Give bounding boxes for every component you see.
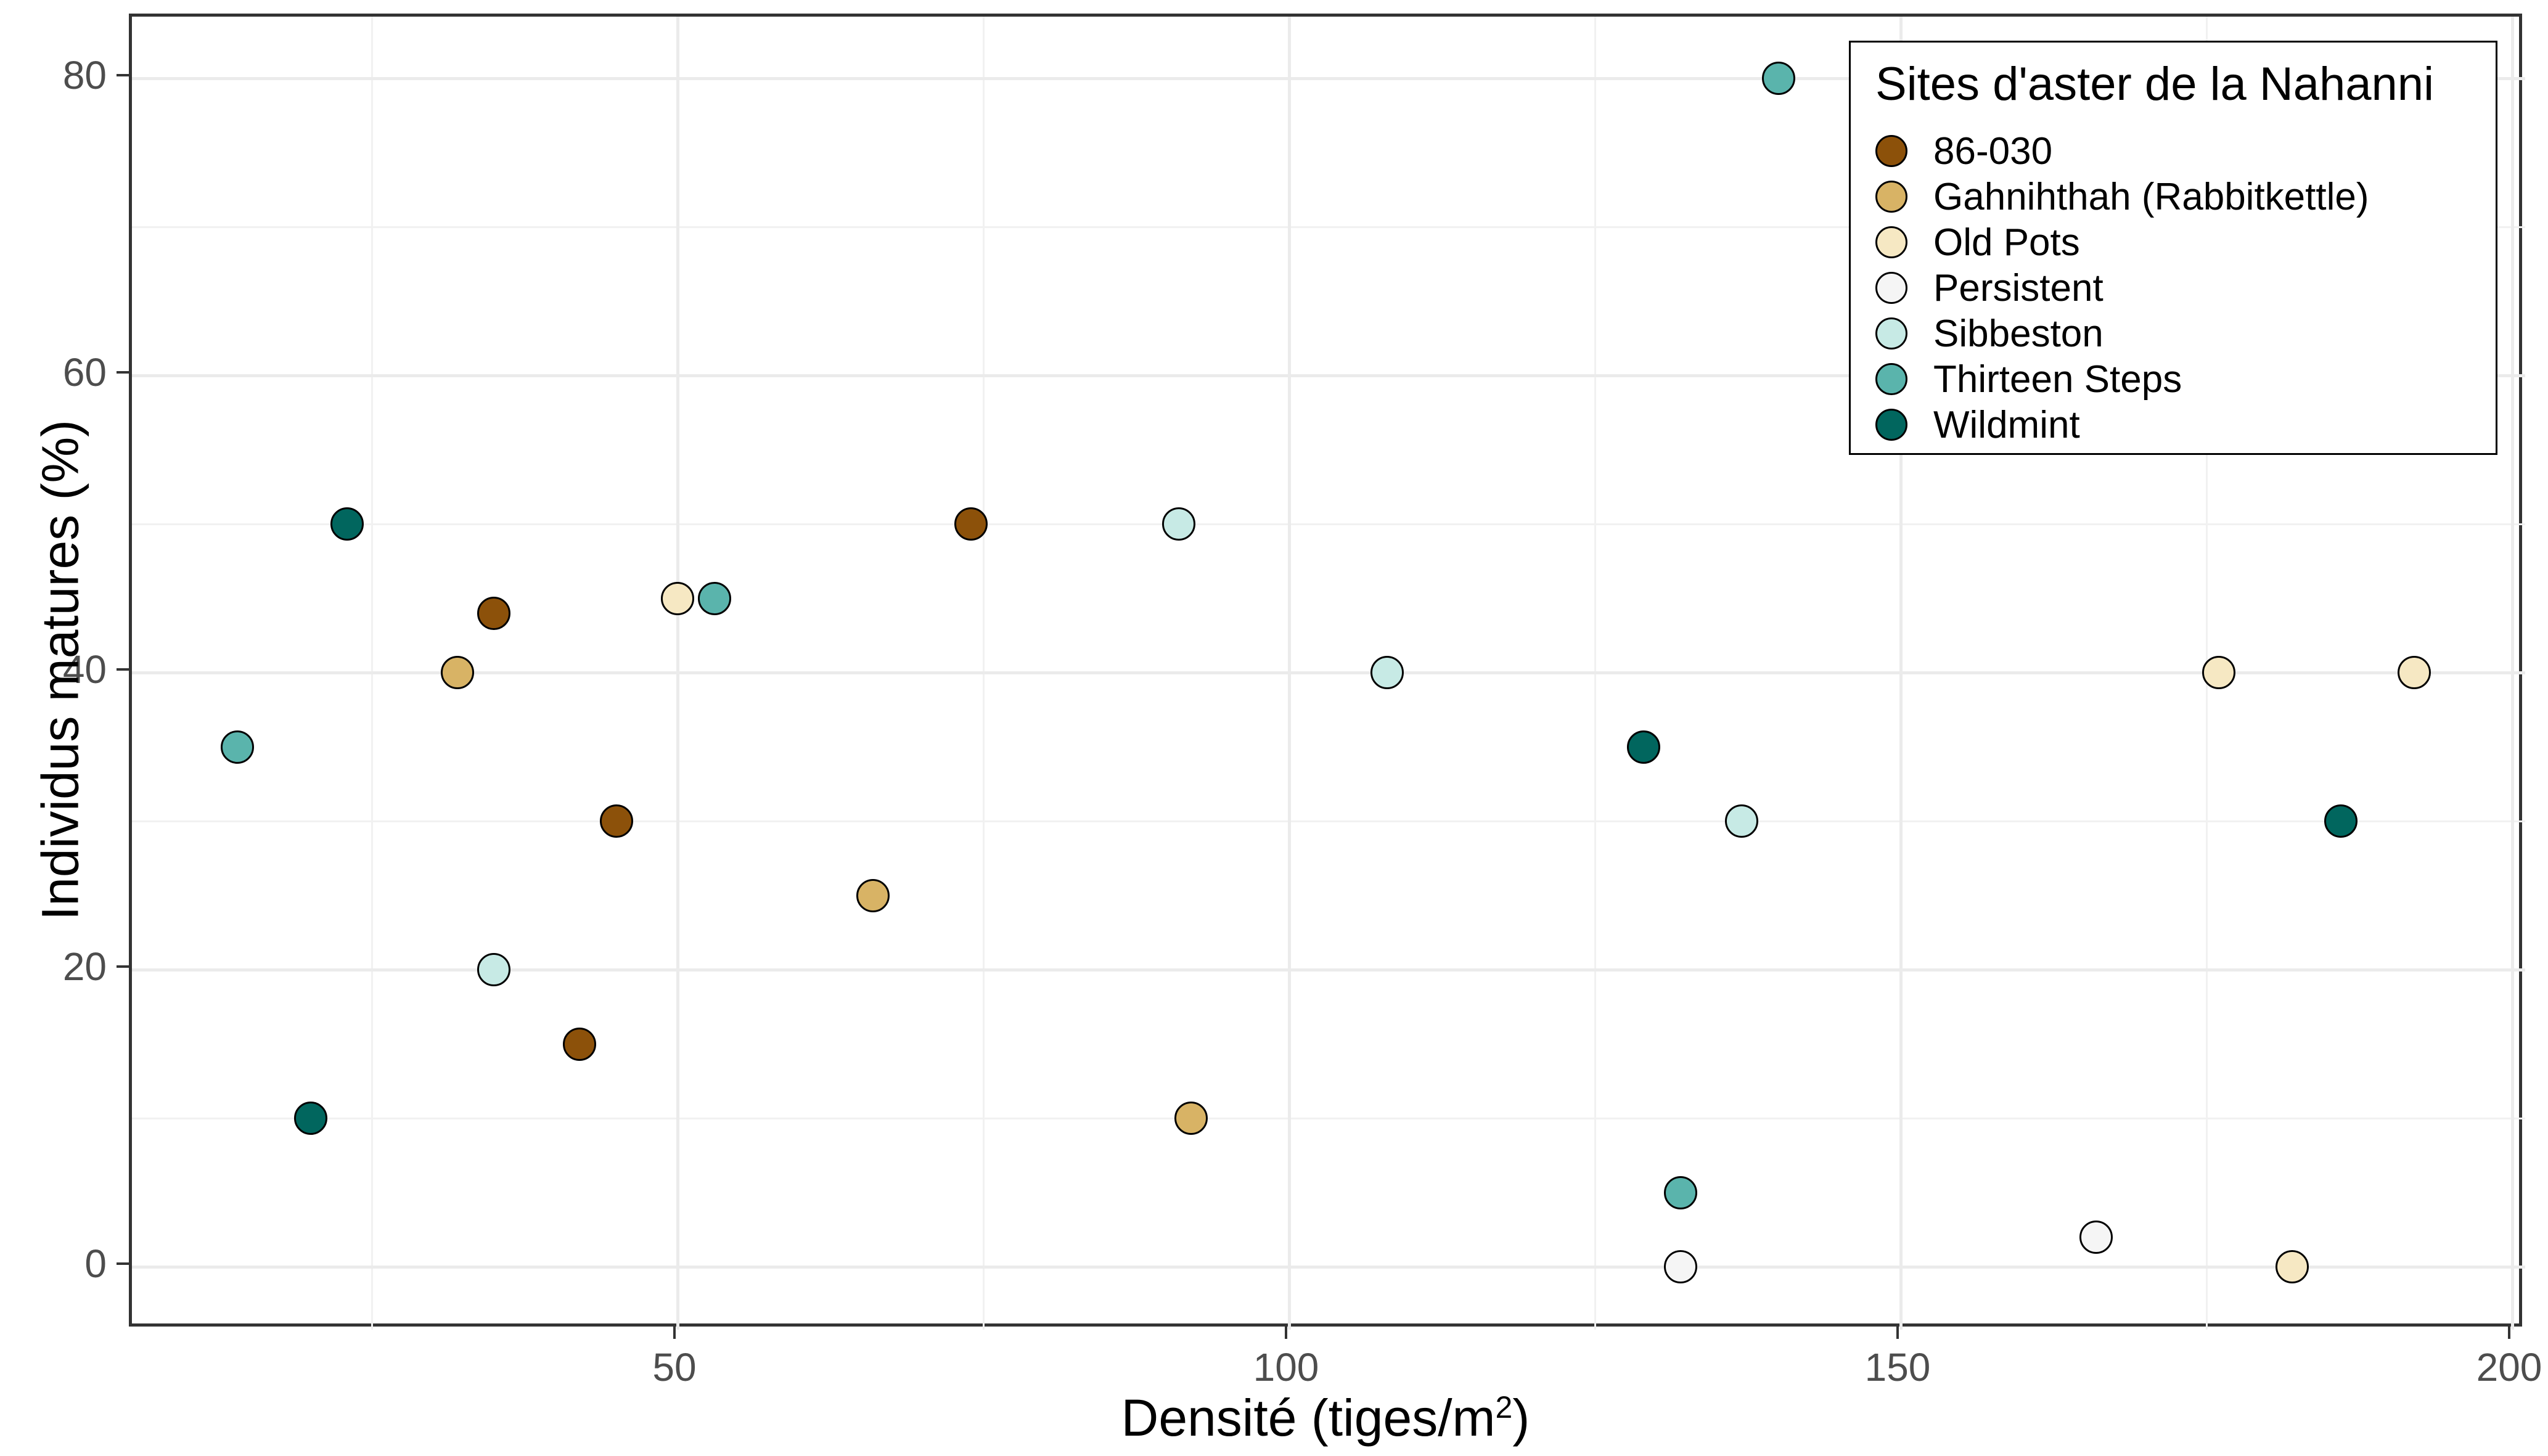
- y-major-gridline: [132, 671, 2525, 674]
- data-point-86-030: [954, 507, 988, 541]
- data-point-thirteen-steps: [220, 730, 254, 764]
- data-point-sibbeston: [1162, 507, 1196, 541]
- data-point-old-pots: [2398, 656, 2431, 689]
- y-major-gridline: [132, 1266, 2525, 1269]
- legend-item-old-pots: Old Pots: [1875, 219, 2471, 265]
- y-tick-mark: [117, 965, 129, 968]
- x-tick-mark: [1285, 1327, 1287, 1339]
- data-point-thirteen-steps: [1663, 1176, 1697, 1209]
- legend-item-thirteen-steps: Thirteen Steps: [1875, 356, 2471, 402]
- data-point-thirteen-steps: [697, 581, 731, 615]
- data-point-old-pots: [661, 581, 694, 615]
- legend-item-label: Gahnihthah (Rabbitkettle): [1933, 175, 2369, 218]
- legend-item-label: Old Pots: [1933, 221, 2080, 264]
- legend-key-icon: [1875, 135, 1907, 167]
- data-point-sibbeston: [1725, 804, 1759, 838]
- data-point-sibbeston: [477, 953, 511, 986]
- y-tick-label: 20: [62, 944, 107, 989]
- y-tick-mark: [117, 371, 129, 374]
- data-point-old-pots: [2202, 656, 2235, 689]
- y-minor-gridline: [132, 523, 2525, 525]
- x-axis-title-close: ): [1512, 1389, 1530, 1447]
- y-major-gridline: [132, 374, 2525, 377]
- legend-key-icon: [1875, 363, 1907, 395]
- y-tick-label: 40: [62, 647, 107, 692]
- legend-title: Sites d'aster de la Nahanni: [1875, 58, 2434, 110]
- data-point-wildmint: [2324, 804, 2358, 838]
- legend-key-icon: [1875, 317, 1907, 350]
- data-point-wildmint: [1627, 730, 1661, 764]
- data-point-wildmint: [293, 1102, 327, 1135]
- legend-key-icon: [1875, 181, 1907, 213]
- legend-item-sibbeston: Sibbeston: [1875, 311, 2471, 356]
- x-tick-label: 150: [1864, 1345, 1931, 1389]
- y-minor-gridline: [132, 1118, 2525, 1119]
- legend: Sites d'aster de la Nahanni 86-030 Gahnih…: [1849, 41, 2497, 455]
- legend-items: 86-030 Gahnihthah (Rabbitkettle) Old Pots P…: [1875, 128, 2471, 448]
- legend-item-label: Sibbeston: [1933, 312, 2104, 355]
- data-point-gahnihthah-rabbitkettle-: [856, 878, 890, 912]
- x-axis-title-superscript: 2: [1495, 1390, 1513, 1425]
- y-minor-gridline: [132, 820, 2525, 822]
- legend-key-icon: [1875, 409, 1907, 441]
- y-tick-label: 80: [62, 53, 107, 97]
- data-point-gahnihthah-rabbitkettle-: [1174, 1102, 1208, 1135]
- x-tick-mark: [1896, 1327, 1899, 1339]
- legend-item-label: Thirteen Steps: [1933, 358, 2182, 401]
- x-axis-title-text: Densité (tiges/m: [1121, 1389, 1496, 1447]
- x-tick-label: 50: [652, 1345, 697, 1389]
- x-axis-title: Densité (tiges/m2): [129, 1388, 2522, 1448]
- legend-item-wildmint: Wildmint: [1875, 402, 2471, 448]
- data-point-86-030: [477, 596, 511, 630]
- x-tick-mark: [673, 1327, 676, 1339]
- y-major-gridline: [132, 968, 2525, 971]
- legend-item-86-030: 86-030: [1875, 128, 2471, 174]
- y-major-gridline: [132, 77, 2525, 80]
- legend-item-label: Persistent: [1933, 266, 2104, 309]
- data-point-gahnihthah-rabbitkettle-: [440, 656, 474, 689]
- legend-key-icon: [1875, 272, 1907, 304]
- x-tick-label: 100: [1253, 1345, 1319, 1389]
- data-point-old-pots: [2275, 1250, 2309, 1283]
- y-tick-label: 60: [62, 350, 107, 395]
- legend-item-persistent: Persistent: [1875, 265, 2471, 311]
- y-axis-title: Individus matures (%): [31, 419, 89, 921]
- data-point-86-030: [599, 804, 633, 838]
- y-minor-gridline: [132, 226, 2525, 228]
- x-tick-mark: [2508, 1327, 2510, 1339]
- y-tick-label: 0: [84, 1241, 107, 1286]
- legend-key-icon: [1875, 226, 1907, 258]
- legend-item-label: Wildmint: [1933, 403, 2080, 446]
- data-point-86-030: [563, 1027, 597, 1061]
- data-point-persistent: [2079, 1220, 2113, 1254]
- legend-item-gahnihthah-rabbitkettle-: Gahnihthah (Rabbitkettle): [1875, 174, 2471, 219]
- data-point-thirteen-steps: [1761, 62, 1795, 95]
- data-point-wildmint: [330, 507, 364, 541]
- x-tick-label: 200: [2476, 1345, 2542, 1389]
- data-point-persistent: [1663, 1250, 1697, 1283]
- y-tick-mark: [117, 1262, 129, 1265]
- y-tick-mark: [117, 74, 129, 76]
- legend-item-label: 86-030: [1933, 129, 2053, 173]
- y-tick-mark: [117, 668, 129, 671]
- data-point-sibbeston: [1370, 656, 1404, 689]
